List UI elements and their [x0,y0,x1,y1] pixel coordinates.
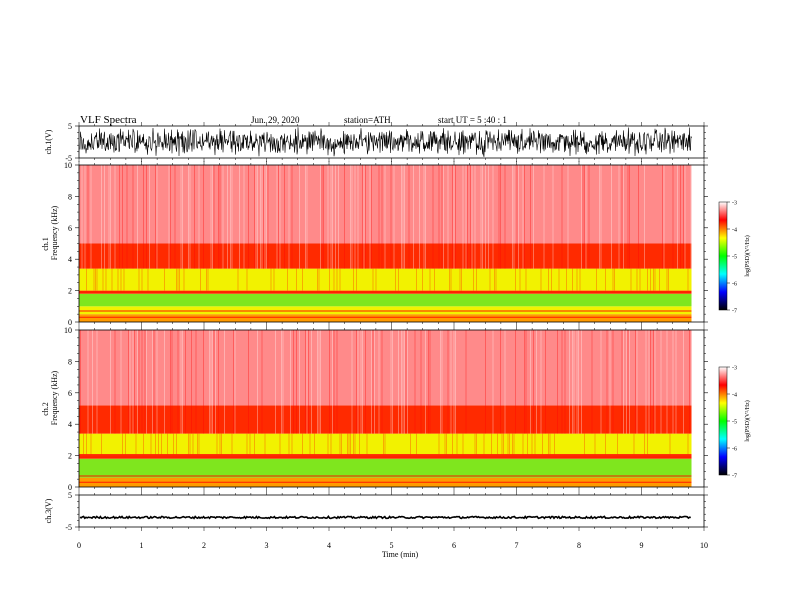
colorbar-2: -3 -4 -5 -6 -7 log(PSD)(V²/Hz) [718,366,751,480]
ch2-spectrogram-band [79,330,692,406]
colorbar-tick-label: -4 [732,393,737,399]
ch1-spectrogram-ytick-label: 4 [68,255,72,264]
date-label: Jun. 29, 2020 [251,115,300,125]
ch1-spectrogram-band [79,314,692,322]
x-tick-label: 5 [390,541,394,550]
x-tick-label: 9 [640,541,644,550]
ch2-spectrogram-ytick-label: 8 [68,357,72,366]
x-tick-label: 1 [140,541,144,550]
x-tick-label: 10 [700,541,708,550]
ch1-spectrogram-ytick-label: 2 [68,287,72,296]
ch1-spectrogram-image [78,165,704,322]
ch1-spectrogram-ytick-label: 10 [64,161,72,170]
colorbar-tick-label: -7 [732,309,737,315]
ch2-spectrogram-ytick-label: 2 [68,452,72,461]
colorbar-tick-label: -6 [732,447,737,453]
ch1-spectrogram-ytick-label: 0 [68,318,72,327]
x-tick-label: 0 [77,541,81,550]
ch3-waveform-trace [79,515,691,520]
colorbar-tick-label: -4 [732,228,737,234]
ch2-spectrogram-ytick-label: 4 [68,420,72,429]
colorbar-tick-label: -5 [732,255,737,261]
ch2-spectrogram-ytick-label: 10 [64,326,72,335]
colorbar-tick-label: -7 [732,474,737,480]
ch1-ylabel: ch.1(V) [44,129,53,154]
colorbar-gradient [718,201,728,311]
ch1-spectrogram-ytick-label: 8 [68,192,72,201]
ch3-waveform-panel: 5 -5 [65,491,708,532]
spec1-ylabel-top: ch.1 [41,237,50,251]
spec2-ylabel: Frequency (kHz) [50,370,59,425]
x-tick-label: 4 [327,541,331,550]
colorbar-tick-label: -6 [732,282,737,288]
colorbar-label: log(PSD)(V²/Hz) [744,235,751,276]
station-label: station=ATH [344,115,391,125]
spec1-ylabel: Frequency (kHz) [50,205,59,260]
ch1-spectrogram-band [79,293,692,307]
ch2-spectrogram-band [79,454,692,459]
ch2-spectrogram-band [79,458,692,478]
ch3-waveform-ytick-label: -5 [65,523,72,532]
ch1-waveform-line [79,127,692,157]
ch2-spectrogram-panel: 0 2 4 6 8 10 [64,326,708,492]
start-time-label: start UT = 5 :40 : 1 [438,115,507,125]
x-axis-label: Time (min) [382,550,419,559]
colorbar-tick-label: -5 [732,420,737,426]
ch1-waveform-ytick-label: -5 [65,154,72,163]
ch1-waveform-ytick-label: 5 [68,122,72,131]
ch3-waveform-ytick-label: 5 [68,491,72,500]
ch1-spectrogram-ytick-label: 6 [68,224,72,233]
x-axis: 0 1 2 3 4 5 6 7 8 9 10 [77,122,708,550]
colorbar-gradient [718,366,728,476]
ch2-spectrogram-ytick-label: 0 [68,483,72,492]
ch3-waveform-line [79,515,691,520]
x-tick-label: 6 [452,541,456,550]
ch3-ylabel: ch.3(V) [44,498,53,523]
ch1-waveform-panel: 5 -5 [65,122,708,163]
ch1-waveform-trace [79,127,692,157]
colorbar-tick-label: -3 [732,366,737,372]
colorbar-label: log(PSD)(V²/Hz) [744,400,751,441]
ch2-spectrogram-ytick-label: 6 [68,389,72,398]
x-tick-label: 3 [265,541,269,550]
spec2-ylabel-top: ch.2 [41,402,50,416]
ch1-spectrogram-panel: 0 2 4 6 8 10 [64,161,708,327]
chart-title: VLF Spectra [80,114,137,126]
ch2-spectrogram-image [78,330,704,487]
ch1-spectrogram-band [79,306,692,315]
ch1-spectrogram-band [79,268,692,291]
x-tick-label: 2 [202,541,206,550]
x-tick-label: 7 [515,541,519,550]
colorbar-tick-label: -3 [732,201,737,207]
ch2-spectrogram-band [79,405,692,434]
x-tick-label: 8 [577,541,581,550]
colorbar-1: -3 -4 -5 -6 -7 log(PSD)(V²/Hz) [718,201,751,315]
